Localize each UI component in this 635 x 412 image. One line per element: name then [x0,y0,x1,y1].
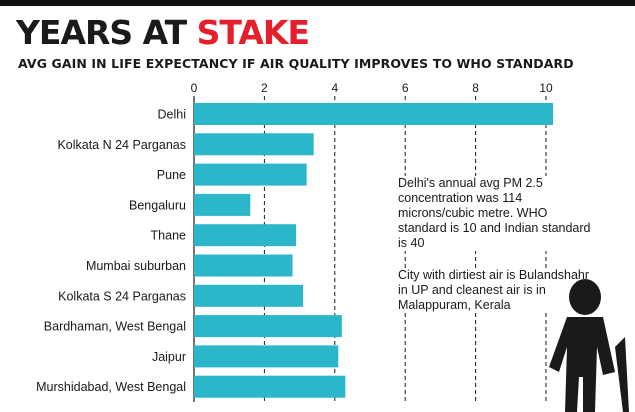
top-rule [0,0,635,6]
bar-layer [194,103,554,398]
chart-title: YEARS AT STAKE [16,13,310,52]
category-label: Jaipur [152,350,186,364]
x-tick-label: 8 [472,81,479,95]
tick-layer: 0 2 4 6 8 10 [191,81,553,95]
category-label: Kolkata N 24 Parganas [57,138,186,152]
x-tick-label: 2 [261,81,268,95]
category-label-layer: Delhi Kolkata N 24 Parganas Pune Bengaluru T… [36,108,186,395]
child-silhouette-icon [549,279,629,412]
bar-4 [194,224,297,247]
x-tick-label: 4 [331,81,338,95]
bar-7 [194,315,342,338]
title-accent: STAKE [196,13,310,52]
bar-3 [194,193,251,216]
bar-0 [194,103,554,125]
category-label: Pune [157,168,186,182]
category-label: Bardhaman, West Bengal [44,320,186,334]
pm25-note: Delhi's annual avg PM 2.5 concentration … [398,176,594,251]
x-tick-label: 0 [191,81,198,95]
x-tick-label: 6 [402,81,409,95]
category-label: Thane [151,229,186,243]
dirtiest-cleanest-note: City with dirtiest air is Bulandshahr in… [398,268,594,313]
chart-subtitle: AVG GAIN IN LIFE EXPECTANCY IF AIR QUALI… [18,56,574,71]
category-label: Murshidabad, West Bengal [36,380,186,394]
category-label: Bengaluru [129,198,186,212]
bar-1 [194,133,314,156]
x-tick-label: 10 [539,81,553,95]
bar-5 [194,254,293,277]
title-main: YEARS AT [16,13,197,52]
bar-8 [194,345,339,368]
category-label: Mumbai suburban [86,259,186,273]
category-label: Kolkata S 24 Parganas [58,289,186,303]
bar-6 [194,284,304,307]
bar-2 [194,163,307,186]
bar-9 [194,375,346,398]
category-label: Delhi [158,108,187,122]
